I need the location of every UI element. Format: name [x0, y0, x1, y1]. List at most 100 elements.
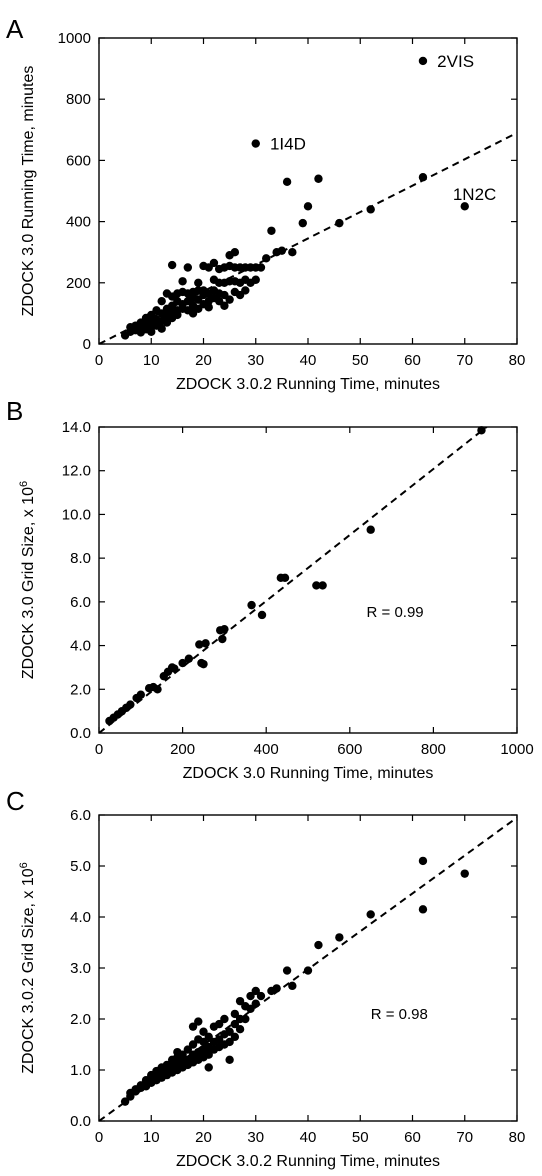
y-tick-label: 14.0 [62, 419, 91, 436]
data-point [220, 1014, 229, 1024]
x-tick-label: 50 [352, 352, 369, 369]
y-tick-label: 1.0 [70, 1062, 91, 1079]
data-point [280, 573, 290, 583]
data-point [194, 1017, 203, 1026]
data-point [225, 1055, 234, 1065]
data-point [157, 296, 166, 306]
x-tick-label: 200 [170, 741, 195, 758]
data-point [288, 981, 297, 991]
y-axis-title-exponent: 6 [18, 862, 30, 868]
y-tick-label: 10.0 [62, 506, 91, 523]
data-point [136, 690, 145, 699]
data-point [256, 991, 266, 1001]
data-point [366, 205, 375, 214]
point-annotation: 1N2C [453, 185, 496, 204]
x-tick-label: 0 [95, 352, 103, 369]
x-tick-label: 20 [195, 352, 212, 369]
y-tick-label: 4.0 [70, 638, 91, 655]
y-tick-label: 1000 [58, 30, 91, 47]
x-tick-label: 60 [404, 352, 421, 369]
data-point [204, 1032, 213, 1042]
correlation-label: R = 0.99 [367, 604, 424, 621]
data-point [194, 278, 203, 287]
x-axis-title: ZDOCK 3.0.2 Running Time, minutes [176, 1153, 440, 1170]
data-point [204, 1063, 213, 1072]
y-axis-title-exponent: 6 [18, 481, 30, 487]
data-point [366, 525, 375, 534]
y-tick-label: 6.0 [70, 594, 91, 611]
panel-a: A0 10 20 30 40 50 60 70 8002004006008001000ZDOCK… [6, 14, 525, 393]
data-point [298, 218, 307, 228]
data-point [183, 263, 193, 272]
x-tick-label: 70 [456, 1129, 473, 1146]
panel-letter: A [6, 14, 24, 44]
data-point [460, 869, 469, 878]
data-point [195, 640, 204, 649]
x-tick-label: 80 [509, 352, 526, 369]
x-tick-label: 20 [195, 1129, 212, 1146]
data-point [251, 275, 260, 284]
x-tick-label: 30 [247, 352, 264, 369]
y-axis-title: ZDOCK 3.0 Grid Size, x 106 [18, 481, 37, 679]
data-point [183, 1045, 193, 1054]
data-point [153, 685, 162, 694]
data-point [120, 1097, 130, 1106]
data-point [230, 1009, 240, 1019]
data-point [460, 202, 469, 211]
data-point [418, 905, 428, 914]
y-tick-label: 2.0 [70, 681, 91, 698]
panel-letter: B [6, 396, 23, 426]
plot-frame [98, 426, 518, 734]
y-axis-title: ZDOCK 3.0.2 Grid Size, x 106 [18, 862, 37, 1074]
x-tick-label: 40 [300, 1129, 317, 1146]
data-point [272, 984, 281, 993]
data-point [366, 910, 375, 919]
data-point [225, 1037, 234, 1047]
point-annotation: 2VIS [437, 52, 474, 71]
data-point [246, 1004, 255, 1013]
data-point [251, 999, 260, 1008]
x-tick-label: 10 [143, 352, 160, 369]
x-tick-label: 800 [421, 741, 446, 758]
data-point [204, 1050, 213, 1059]
y-tick-label: 800 [66, 91, 91, 108]
data-point [267, 226, 276, 235]
y-axis-title: ZDOCK 3.0 Running Time, minutes [20, 66, 37, 317]
data-point [188, 1040, 198, 1049]
data-point [220, 301, 229, 310]
x-tick-label: 1000 [500, 741, 533, 758]
data-point [199, 1037, 208, 1047]
data-point [204, 303, 213, 312]
data-point [173, 310, 182, 320]
y-tick-label: 5.0 [70, 858, 91, 875]
data-point [251, 986, 260, 996]
data-point [418, 173, 428, 182]
x-tick-label: 0 [95, 1129, 103, 1146]
data-point [256, 263, 266, 272]
y-tick-label: 0.0 [70, 725, 91, 742]
y-tick-label: 200 [66, 275, 91, 292]
data-point [209, 258, 219, 268]
data-point [251, 139, 260, 148]
x-tick-label: 0 [95, 741, 103, 758]
data-point [312, 581, 321, 590]
data-point [235, 996, 245, 1006]
data-point [126, 700, 135, 709]
data-point [178, 1050, 187, 1059]
panel-letter: C [6, 786, 25, 816]
data-point [418, 56, 428, 66]
data-point [214, 1035, 224, 1044]
data-point [335, 218, 344, 228]
data-point [201, 639, 210, 648]
data-point [178, 277, 187, 286]
data-point [230, 1019, 240, 1029]
data-point [246, 991, 255, 1001]
data-point [147, 327, 156, 336]
data-point [277, 246, 287, 255]
x-axis-title: ZDOCK 3.0.2 Running Time, minutes [176, 376, 440, 393]
y-tick-label: 0 [83, 336, 91, 353]
point-annotation: 1I4D [270, 135, 306, 154]
y-tick-label: 4.0 [70, 909, 91, 926]
x-tick-label: 50 [352, 1129, 369, 1146]
